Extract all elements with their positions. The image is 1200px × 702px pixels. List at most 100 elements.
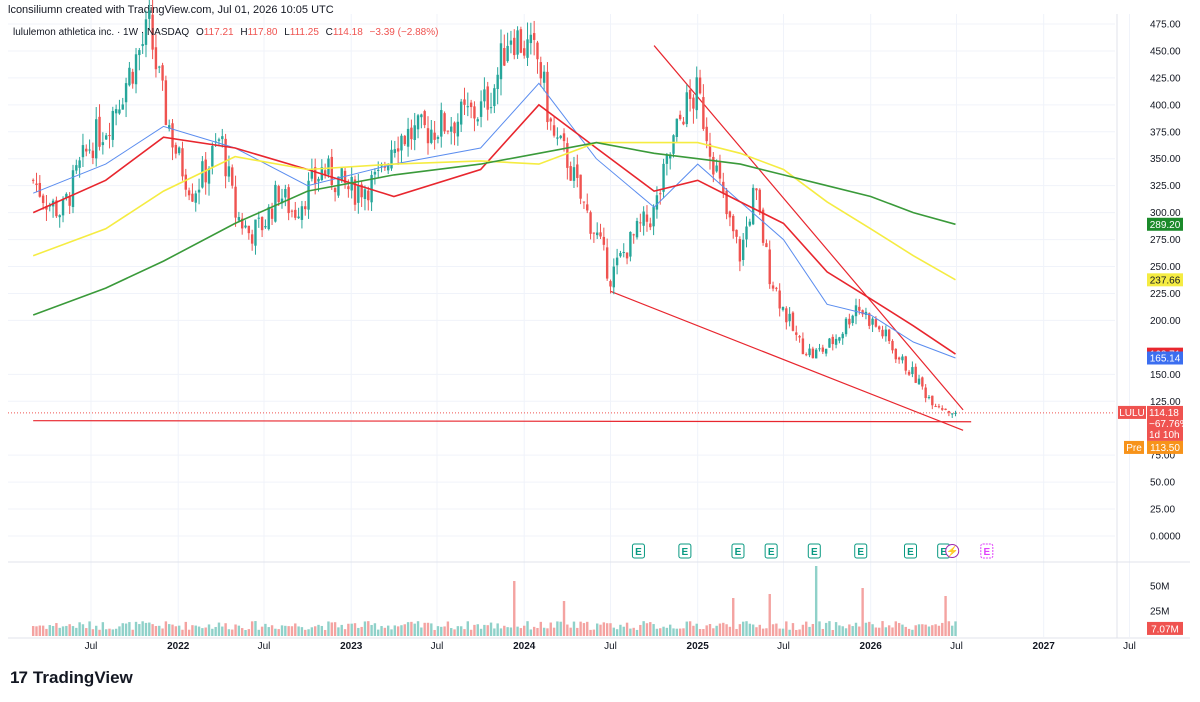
candle-body bbox=[300, 206, 304, 220]
candle-body bbox=[715, 165, 718, 172]
candle-body bbox=[124, 83, 128, 103]
candle-body bbox=[383, 166, 387, 168]
volume-bar bbox=[264, 623, 267, 636]
volume-bar bbox=[85, 628, 88, 636]
candle-body bbox=[639, 222, 642, 224]
candle-body bbox=[78, 160, 81, 168]
earnings-marker[interactable]: E bbox=[731, 543, 745, 559]
volume-bar bbox=[55, 623, 58, 636]
volume-bar bbox=[605, 623, 609, 636]
candle-body bbox=[552, 125, 556, 136]
trend-line-2[interactable] bbox=[610, 290, 964, 431]
volume-bar bbox=[751, 624, 755, 636]
candle-body bbox=[632, 234, 635, 236]
volume-bar bbox=[645, 623, 649, 636]
volume-bar bbox=[41, 625, 45, 636]
tradingview-logo[interactable]: 17 TradingView bbox=[10, 668, 133, 688]
candle-body bbox=[443, 113, 446, 132]
earnings-marker[interactable]: E bbox=[678, 543, 692, 559]
earnings-label: E bbox=[857, 547, 864, 558]
volume-bar bbox=[668, 624, 672, 636]
volume-bar bbox=[174, 626, 178, 636]
earnings-marker[interactable]: E bbox=[631, 543, 645, 559]
volume-bar bbox=[304, 629, 307, 636]
volume-bar bbox=[489, 622, 493, 636]
volume-bars bbox=[31, 566, 957, 636]
volume-bar bbox=[768, 594, 771, 636]
volume-bar bbox=[390, 629, 393, 636]
volume-bar bbox=[934, 624, 937, 636]
volume-bar bbox=[838, 625, 841, 636]
candle-body bbox=[884, 329, 888, 337]
volume-bar bbox=[416, 621, 420, 636]
volume-bar bbox=[201, 628, 204, 636]
candle-body bbox=[891, 340, 894, 351]
volume-bar bbox=[138, 624, 141, 636]
volume-bar bbox=[944, 596, 947, 636]
volume-bar bbox=[221, 626, 224, 636]
earnings-marker[interactable]: E bbox=[854, 543, 868, 559]
axes: 475.00 450.00 425.00 400.00 375.00 350.00 325.… bbox=[8, 14, 1190, 652]
earnings-marker[interactable]: E bbox=[764, 543, 778, 559]
candle-body bbox=[476, 119, 479, 122]
volume-bar bbox=[479, 628, 483, 636]
volume-bar bbox=[469, 629, 473, 636]
candle-body bbox=[181, 148, 184, 177]
earnings-label: E bbox=[768, 547, 775, 558]
volume-bar bbox=[599, 624, 602, 636]
volume-bar bbox=[775, 623, 778, 636]
volume-bar bbox=[297, 626, 300, 636]
volume-bar bbox=[380, 626, 383, 636]
trend-lines[interactable] bbox=[8, 45, 1115, 431]
candle-body bbox=[31, 179, 35, 181]
volume-bar bbox=[158, 625, 161, 636]
volume-tick-label: 50M bbox=[1150, 582, 1169, 593]
volume-bar bbox=[529, 629, 533, 636]
candle-body bbox=[164, 80, 168, 125]
earnings-label: E bbox=[635, 547, 642, 558]
candle-body bbox=[108, 135, 111, 137]
volume-bar bbox=[191, 625, 194, 636]
candle-body bbox=[506, 45, 509, 62]
earnings-marker[interactable]: E bbox=[903, 543, 917, 559]
volume-bar bbox=[851, 626, 854, 636]
earnings-markers[interactable]: E E E E E E E E⚡ E bbox=[631, 543, 994, 559]
volume-bar bbox=[320, 625, 324, 636]
candle-body bbox=[313, 167, 317, 184]
volume-bar bbox=[655, 628, 659, 636]
y-tick-label: 450.00 bbox=[1150, 46, 1181, 57]
trend-line-1[interactable] bbox=[653, 45, 964, 411]
pre-market-label: Pre bbox=[1126, 443, 1142, 454]
volume-bar bbox=[931, 625, 934, 636]
candle-body bbox=[589, 212, 592, 234]
candle-body bbox=[818, 348, 821, 350]
candle-body bbox=[410, 127, 413, 140]
y-tick-label: 325.00 bbox=[1150, 181, 1181, 192]
volume-bar bbox=[619, 624, 622, 636]
candle-body bbox=[148, 10, 151, 19]
grid-lines bbox=[8, 14, 1130, 637]
volume-bar bbox=[639, 624, 642, 636]
volume-bar bbox=[330, 622, 333, 636]
volume-bar bbox=[758, 624, 761, 636]
earnings-marker[interactable]: E bbox=[807, 543, 821, 559]
candle-body bbox=[675, 118, 679, 137]
candle-body bbox=[549, 118, 552, 122]
volume-bar bbox=[937, 625, 941, 636]
volume-bar bbox=[781, 628, 785, 636]
trend-line-3[interactable] bbox=[33, 420, 972, 423]
future-earnings-marker[interactable]: E bbox=[980, 543, 994, 559]
volume-bar bbox=[844, 628, 848, 636]
lightning-icon: ⚡ bbox=[946, 545, 958, 558]
volume-bar bbox=[88, 621, 91, 636]
y-tick-label: 250.00 bbox=[1150, 262, 1181, 273]
volume-bar bbox=[134, 621, 138, 636]
volume-bar bbox=[270, 625, 274, 636]
chart-attribution: lconsiliumn created with TradingView.com… bbox=[8, 4, 334, 16]
candle-body bbox=[307, 180, 310, 210]
volume-bar bbox=[65, 625, 68, 636]
candle-body bbox=[138, 50, 141, 56]
candle-body bbox=[450, 126, 453, 132]
event-marker[interactable]: ⚡ bbox=[945, 544, 960, 558]
